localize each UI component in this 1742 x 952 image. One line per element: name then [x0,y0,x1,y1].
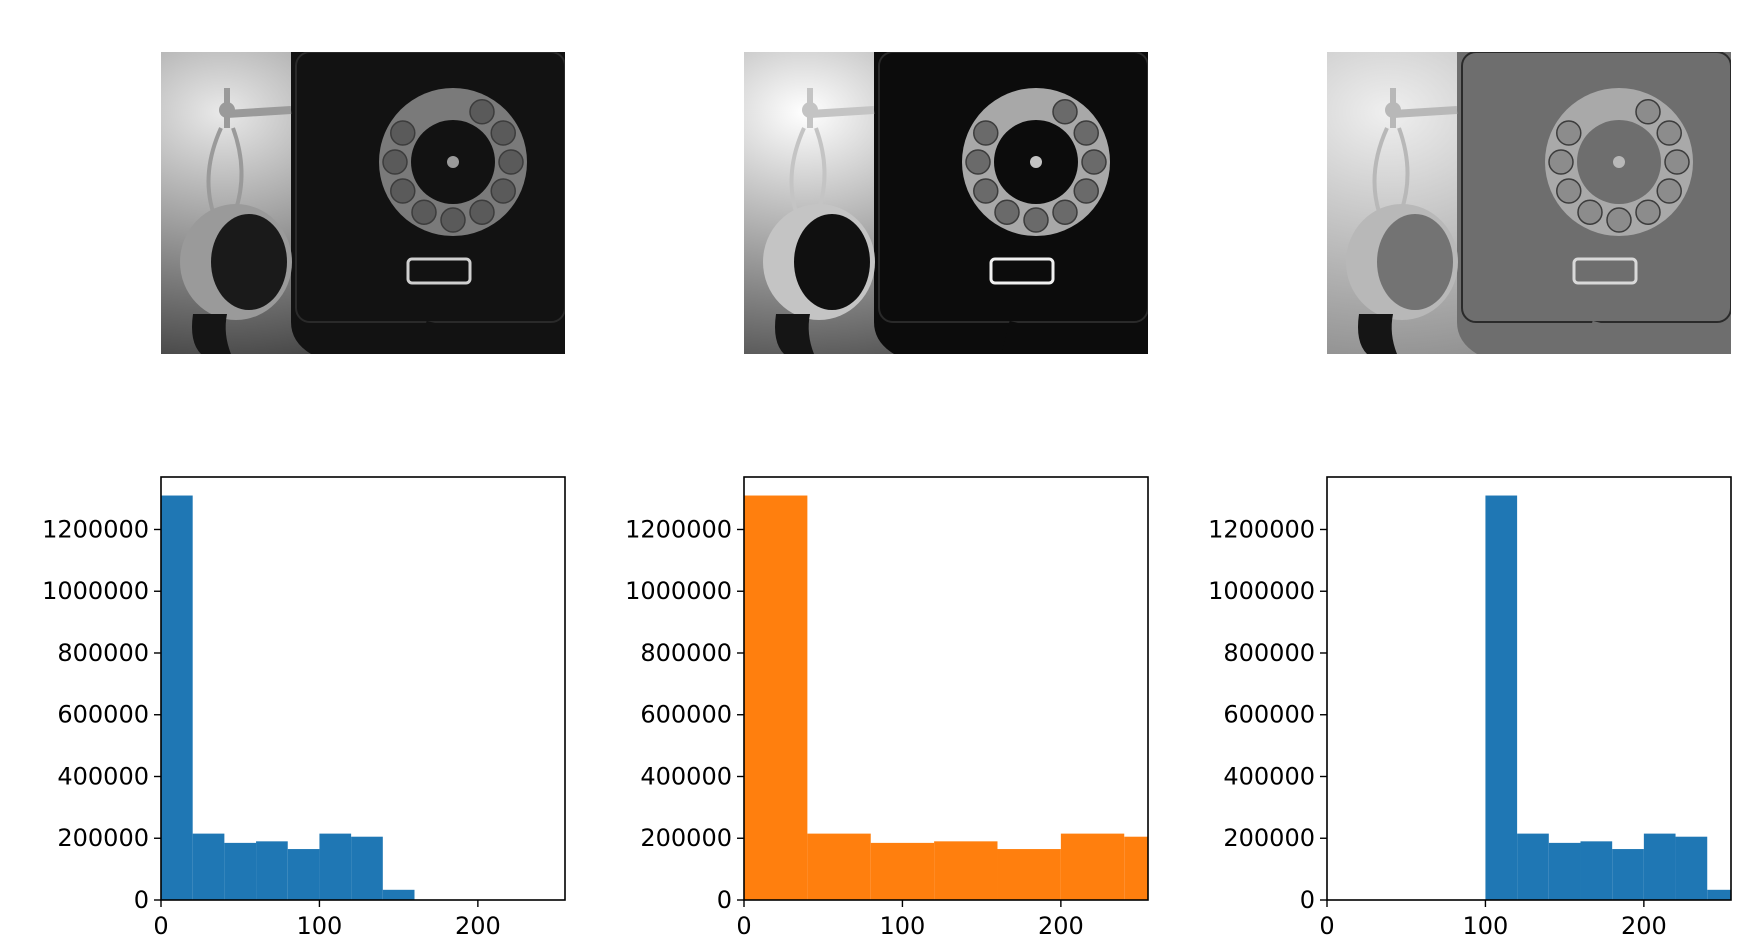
histogram-bar [1580,841,1613,900]
histogram-bar [351,836,383,900]
histogram-bar [870,842,935,900]
photo-panel-3 [1327,52,1731,354]
histogram-bar [807,833,871,900]
histogram-bar [319,833,352,900]
y-tick-label: 800000 [57,639,149,667]
rotary-telephone-photo-brightened [1327,52,1731,354]
histogram-bar [997,849,1061,900]
y-tick-label: 600000 [57,701,149,729]
y-tick-label: 0 [134,886,149,914]
histogram-bar [1060,833,1125,900]
x-tick-label: 100 [1463,912,1509,940]
photo-panel-2 [744,52,1148,354]
y-tick-label: 800000 [1223,639,1315,667]
histogram-chart: 0 200000 400000 600000 800000 1000000 1200000 0… [1208,476,1732,940]
y-tick-label: 1000000 [625,577,732,605]
histogram-bar [192,833,225,900]
histogram-chart: 0 200000 400000 600000 800000 1000000 1200000 0… [42,476,566,940]
histogram-bar [1548,842,1581,900]
y-tick-label: 400000 [1223,762,1315,790]
histogram-chart: 0 200000 400000 600000 800000 1000000 1200000 0… [625,476,1149,940]
histogram-bar [256,841,288,900]
x-tick-label: 100 [297,912,343,940]
histogram-bar [1612,849,1644,900]
histogram-panel-1: 0 200000 400000 600000 800000 1000000 1200000 0… [0,470,590,952]
y-tick-label: 600000 [1223,701,1315,729]
y-tick-label: 400000 [640,762,732,790]
x-tick-label: 200 [455,912,501,940]
histogram-bar [382,889,415,900]
y-tick-label: 200000 [1223,824,1315,852]
y-tick-label: 200000 [640,824,732,852]
rotary-telephone-photo-equalized [744,52,1148,354]
histogram-bar [1643,833,1676,900]
histogram-bar [224,842,257,900]
y-tick-label: 1000000 [1208,577,1315,605]
axes-frame [1326,476,1732,901]
histogram-bar [287,849,320,900]
y-tick-label: 0 [1300,886,1315,914]
y-tick-label: 600000 [640,701,732,729]
y-tick-label: 800000 [640,639,732,667]
x-tick-label: 0 [736,912,751,940]
rotary-telephone-photo [161,52,565,354]
x-tick-label: 0 [1319,912,1334,940]
y-tick-label: 1200000 [1208,515,1315,543]
x-tick-label: 100 [880,912,926,940]
axes-frame [160,476,566,901]
y-tick-label: 200000 [57,824,149,852]
y-tick-label: 1200000 [625,515,732,543]
histogram-bar [161,495,193,900]
histogram-bar [1485,495,1518,900]
histogram-panel-3: 0 200000 400000 600000 800000 1000000 1200000 0… [1166,470,1742,952]
x-tick-label: 200 [1038,912,1084,940]
histogram-bar [1124,836,1148,900]
x-tick-label: 200 [1621,912,1667,940]
histogram-bar [744,495,808,900]
histogram-bar [1707,889,1731,900]
y-tick-label: 1200000 [42,515,149,543]
histogram-panel-2: 0 200000 400000 600000 800000 1000000 1200000 0… [583,470,1173,952]
histogram-bar [934,841,998,900]
y-tick-label: 1000000 [42,577,149,605]
y-tick-label: 0 [717,886,732,914]
axes-frame [743,476,1149,901]
photo-panel-1 [161,52,565,354]
x-tick-label: 0 [153,912,168,940]
histogram-bar [1517,833,1549,900]
histogram-bar [1675,836,1708,900]
y-tick-label: 400000 [57,762,149,790]
